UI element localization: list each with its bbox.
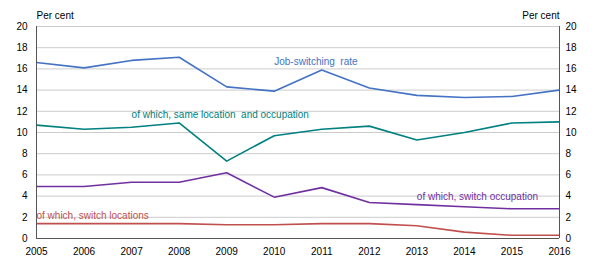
svg-text:Per cent: Per cent	[37, 10, 74, 21]
svg-text:2010: 2010	[263, 246, 286, 257]
svg-text:2013: 2013	[406, 246, 429, 257]
svg-text:12: 12	[566, 106, 578, 117]
svg-text:2005: 2005	[25, 246, 48, 257]
svg-text:2007: 2007	[120, 246, 143, 257]
svg-text:2006: 2006	[73, 246, 96, 257]
svg-text:4: 4	[566, 190, 572, 201]
svg-text:12: 12	[16, 106, 28, 117]
svg-text:Per cent: Per cent	[522, 10, 559, 21]
svg-text:10: 10	[566, 127, 578, 138]
svg-text:2012: 2012	[358, 246, 381, 257]
svg-text:16: 16	[16, 63, 28, 74]
svg-text:4: 4	[22, 190, 28, 201]
svg-text:16: 16	[566, 63, 578, 74]
svg-text:8: 8	[566, 148, 572, 159]
svg-text:2014: 2014	[453, 246, 476, 257]
svg-text:6: 6	[22, 169, 28, 180]
svg-text:8: 8	[22, 148, 28, 159]
svg-text:18: 18	[566, 42, 578, 53]
svg-text:of which, switch occupation: of which, switch occupation	[417, 191, 538, 202]
svg-text:14: 14	[16, 84, 28, 95]
svg-text:20: 20	[566, 21, 578, 32]
svg-text:2015: 2015	[501, 246, 524, 257]
svg-text:of which, same location and o: of which, same location and occupation	[132, 109, 309, 120]
svg-text:2016: 2016	[548, 246, 571, 257]
svg-text:10: 10	[16, 127, 28, 138]
svg-text:2: 2	[566, 212, 572, 223]
svg-text:14: 14	[566, 84, 578, 95]
svg-text:2009: 2009	[216, 246, 239, 257]
svg-text:of which, switch locations: of which, switch locations	[37, 210, 149, 221]
svg-text:18: 18	[16, 42, 28, 53]
svg-text:0: 0	[22, 233, 28, 244]
svg-text:0: 0	[566, 233, 572, 244]
svg-text:20: 20	[16, 21, 28, 32]
svg-text:2008: 2008	[168, 246, 191, 257]
svg-text:Job-switching rate: Job-switching rate	[274, 56, 358, 67]
svg-text:6: 6	[566, 169, 572, 180]
svg-text:2: 2	[22, 212, 28, 223]
svg-text:2011: 2011	[311, 246, 333, 257]
